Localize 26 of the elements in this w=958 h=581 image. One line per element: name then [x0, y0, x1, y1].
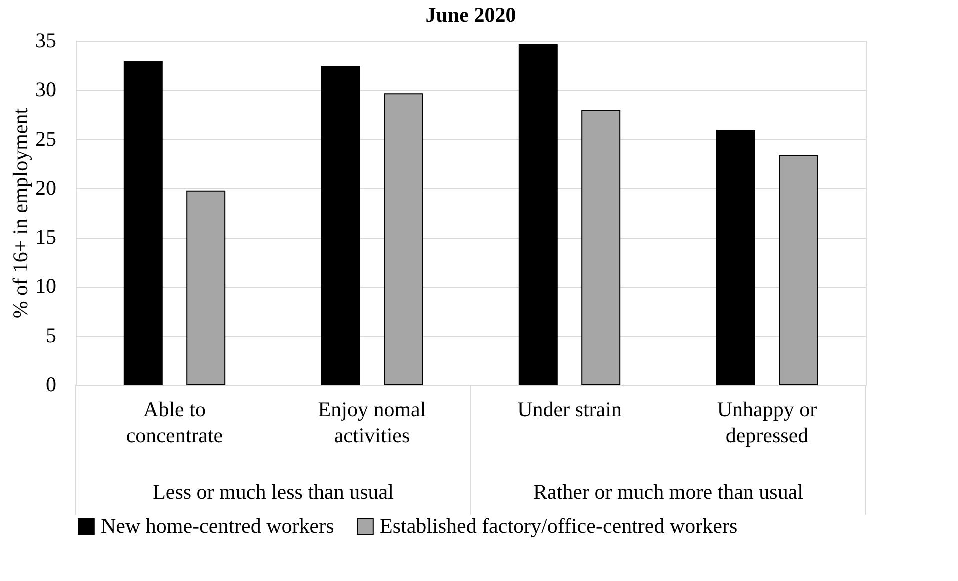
y-tick-label: 0 — [46, 372, 56, 396]
y-tick-label: 5 — [46, 323, 56, 348]
bar — [582, 110, 621, 386]
bar — [384, 94, 424, 386]
bar — [518, 44, 558, 386]
y-tick-label: 10 — [36, 274, 56, 298]
text: Rather or much more than usual — [533, 480, 804, 504]
bar — [186, 190, 226, 386]
bar — [779, 155, 818, 386]
text: Less or much less than usual — [153, 480, 394, 504]
legend-label: New home-centred workers — [101, 514, 334, 538]
bar — [716, 130, 756, 386]
legend-label: Established factory/office-centred workers — [380, 514, 738, 538]
y-tick-label: 35 — [36, 28, 56, 52]
x-tick-label: Under strain — [518, 398, 622, 422]
bar — [321, 66, 360, 386]
y-tick-label: 15 — [36, 225, 56, 250]
x-tick-label: Unhappy or depressed — [717, 398, 818, 448]
x-tick-label: Able to concentrate — [126, 398, 224, 448]
x-tick-label: Enjoy nomal activities — [318, 398, 426, 448]
y-tick-label: 25 — [36, 126, 56, 151]
bar — [124, 61, 163, 386]
y-tick-label: 30 — [36, 78, 56, 102]
y-axis-title: % of 16+ in employment — [8, 108, 32, 319]
chart-title: June 2020 — [426, 3, 516, 27]
y-tick-label: 20 — [36, 176, 56, 200]
